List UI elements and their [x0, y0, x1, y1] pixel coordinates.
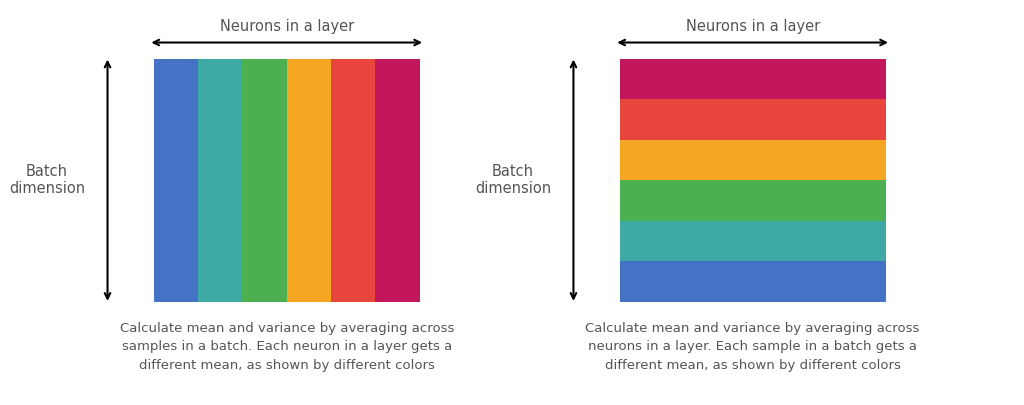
Bar: [620, 261, 886, 302]
Text: Calculate mean and variance by averaging across
neurons in a layer. Each sample : Calculate mean and variance by averaging…: [586, 322, 920, 372]
Text: Batch
dimension: Batch dimension: [475, 164, 551, 196]
Bar: [620, 180, 886, 221]
Bar: [287, 59, 331, 302]
Bar: [243, 59, 287, 302]
Text: Calculate mean and variance by averaging across
samples in a batch. Each neuron : Calculate mean and variance by averaging…: [120, 322, 454, 372]
Bar: [620, 59, 886, 99]
Bar: [620, 140, 886, 180]
Bar: [620, 221, 886, 261]
Text: Batch
dimension: Batch dimension: [9, 164, 85, 196]
Bar: [331, 59, 376, 302]
Text: Neurons in a layer: Neurons in a layer: [219, 19, 354, 34]
Text: Neurons in a layer: Neurons in a layer: [685, 19, 820, 34]
Bar: [198, 59, 243, 302]
Bar: [376, 59, 420, 302]
Bar: [620, 99, 886, 140]
Bar: [154, 59, 198, 302]
